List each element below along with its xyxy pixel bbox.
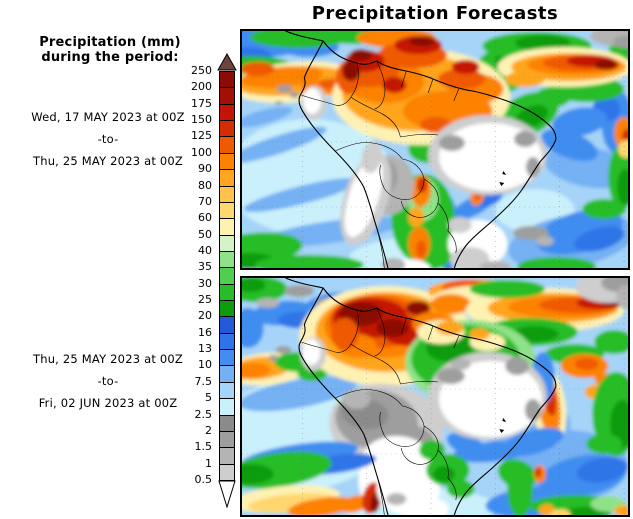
legend-tick-label: 80	[198, 178, 212, 192]
precipitation-map-period-2	[240, 276, 630, 517]
period-2-start: Thu, 25 MAY 2023 at 00Z	[32, 352, 184, 366]
period-2-label: Thu, 25 MAY 2023 at 00Z -to- Fri, 02 JUN…	[4, 353, 212, 419]
period-2-separator: -to-	[97, 374, 119, 388]
legend-heading-line2: during the period:	[41, 50, 179, 65]
legend-color-segment	[220, 366, 234, 383]
legend-color-segment	[220, 284, 234, 302]
precipitation-map-period-1	[240, 29, 630, 270]
legend-tick-label: 2	[205, 423, 212, 437]
period-1-start: Wed, 17 MAY 2023 at 00Z	[31, 110, 185, 124]
legend-color-segment	[220, 202, 234, 220]
legend-color-segment	[220, 170, 234, 187]
legend-color-segment	[220, 464, 234, 480]
legend-tick-label: 40	[198, 243, 212, 257]
legend-tick-label: 20	[198, 309, 212, 323]
legend-tick-label: 5	[205, 391, 212, 405]
legend-color-segment	[220, 219, 234, 236]
legend-tick-label: 60	[198, 211, 212, 225]
legend-tick-label: 1.5	[194, 440, 213, 454]
legend-tick-label: 250	[191, 64, 212, 77]
legend-tick-label: 150	[191, 113, 212, 127]
legend-color-segment	[220, 268, 234, 285]
legend-color-segment	[220, 235, 234, 252]
legend-tick-label: 25	[198, 293, 212, 307]
legend-tick-label: 10	[198, 358, 212, 372]
underflow-arrow-shape	[218, 480, 236, 508]
legend-color-segment	[220, 137, 234, 154]
legend-tick-label: 90	[198, 162, 212, 176]
legend-tick-label: 7.5	[194, 374, 213, 388]
period-1-end: Thu, 25 MAY 2023 at 00Z	[32, 154, 184, 168]
legend-tick-label: 125	[191, 129, 212, 143]
legend-color-bar	[219, 71, 235, 481]
legend-tick-label: 13	[198, 342, 212, 356]
legend-tick-label: 2.5	[194, 407, 213, 421]
legend-overflow-arrow-icon	[217, 53, 237, 71]
legend-color-segment	[220, 382, 234, 400]
overflow-arrow-shape	[217, 53, 237, 71]
legend-color-segment	[220, 333, 234, 351]
legend-color-segment	[220, 251, 234, 269]
legend-color-segment	[220, 104, 234, 122]
page-title: Precipitation Forecasts	[311, 3, 559, 24]
legend-tick-label: 1	[205, 456, 212, 470]
legend-color-segment	[220, 301, 234, 318]
legend-color-segment	[220, 121, 234, 138]
legend-color-segment	[220, 399, 234, 416]
legend-heading: Precipitation (mm) during the period:	[8, 35, 212, 65]
legend-color-segment	[220, 350, 234, 367]
legend-color-segment	[220, 448, 234, 465]
legend-tick-label: 35	[198, 260, 212, 274]
period-1-label: Wed, 17 MAY 2023 at 00Z -to- Thu, 25 MAY…	[4, 111, 212, 177]
legend-tick-label: 175	[191, 96, 212, 110]
legend-color-segment	[220, 415, 234, 432]
legend-color-segment	[220, 88, 234, 105]
legend-tick-label: 0.5	[194, 473, 213, 486]
legend-color-segment	[220, 431, 234, 449]
legend-tick-labels: 250 200 175 150 125 100 90 80 70 60 50 40 35 30 25 20 16…	[162, 0, 214, 519]
legend-heading-line1: Precipitation (mm)	[39, 35, 181, 50]
legend-tick-label: 30	[198, 276, 212, 290]
legend-tick-label: 200	[191, 80, 212, 94]
legend-color-segment	[220, 153, 234, 171]
period-2-end: Fri, 02 JUN 2023 at 00Z	[38, 396, 178, 410]
legend-tick-label: 16	[198, 325, 212, 339]
legend-underflow-arrow-icon	[218, 480, 236, 508]
legend-tick-label: 100	[191, 145, 212, 159]
legend-color-segment	[220, 317, 234, 334]
legend-color-segment	[220, 72, 234, 89]
period-1-separator: -to-	[97, 132, 119, 146]
legend-tick-label: 70	[198, 194, 212, 208]
legend-tick-label: 50	[198, 227, 212, 241]
legend-color-segment	[220, 186, 234, 203]
